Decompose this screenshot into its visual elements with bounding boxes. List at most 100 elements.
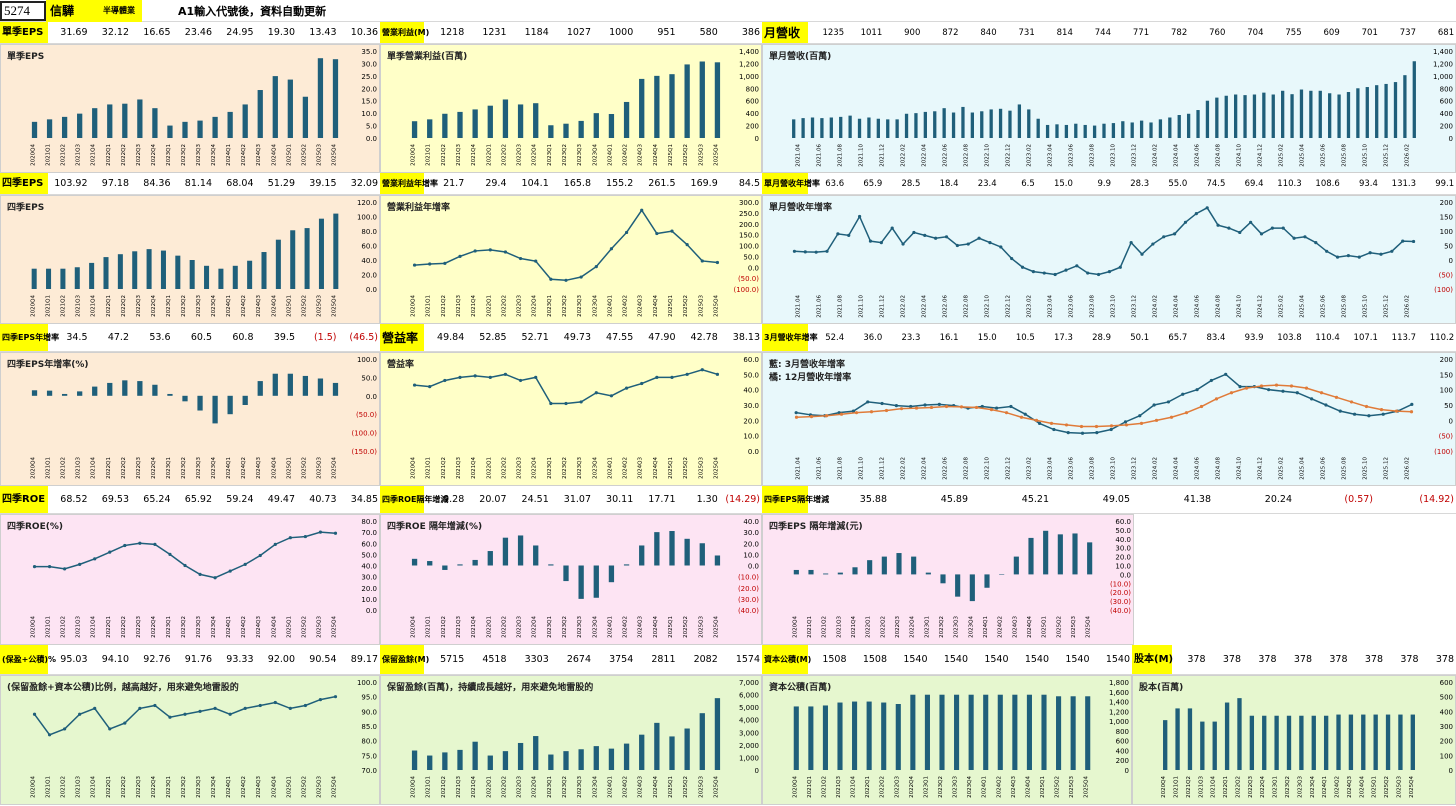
bar: [926, 573, 931, 575]
x-tick-label: 2023Q2: [181, 776, 187, 798]
point: [1367, 414, 1370, 417]
point: [474, 249, 477, 252]
bar: [276, 240, 281, 289]
row3-value-a-3: 60.5: [173, 332, 215, 343]
y-tick-label: 600: [1440, 679, 1453, 687]
bar: [1361, 715, 1365, 770]
bar: [503, 538, 508, 566]
point: [825, 250, 828, 253]
row5-value-a-6: 90.54: [297, 654, 339, 665]
bar: [1274, 716, 1278, 770]
row4-value-a-1: 69.53: [90, 494, 132, 505]
x-tick-label: 2024Q3: [638, 776, 644, 798]
point: [534, 376, 537, 379]
x-tick-label: 2023Q4: [968, 616, 974, 638]
y-tick-label: 100.0: [739, 243, 759, 251]
row5-value-d-2: 378: [1243, 654, 1279, 665]
bar: [1112, 123, 1115, 138]
x-tick-label: 2024Q3: [638, 457, 644, 479]
row4-label-a: 四季ROE: [0, 486, 48, 513]
x-tick-label: 2022Q3: [1248, 776, 1254, 798]
bar: [867, 702, 872, 770]
bar: [1087, 542, 1092, 574]
point: [610, 394, 613, 397]
x-tick-label: 2024Q2: [996, 776, 1002, 798]
y-tick-label: 10.0: [361, 110, 377, 118]
bar: [823, 705, 828, 770]
bar: [999, 574, 1004, 575]
point: [1336, 256, 1339, 259]
row3-value-b-1: 52.85: [466, 332, 508, 343]
x-tick-label: 2021Q3: [76, 776, 82, 798]
point: [1227, 227, 1230, 230]
bar: [811, 117, 814, 138]
point: [1238, 385, 1241, 388]
row3-value-a-4: 60.8: [214, 332, 256, 343]
point: [1075, 264, 1078, 267]
y-tick-label: 1,000: [739, 754, 759, 762]
x-tick-label: 2023Q4: [211, 295, 217, 317]
x-tick-label: 2021Q1: [46, 295, 52, 317]
row2-value-c-7: 9.9: [1075, 179, 1113, 189]
row3-value-a-7: (46.5): [339, 332, 381, 343]
x-tick-label: 2022.08: [964, 144, 970, 167]
x-tick-label: 2023Q3: [196, 776, 202, 798]
x-tick-label: 2022Q3: [517, 776, 523, 798]
x-tick-label: 2023.02: [1027, 295, 1033, 318]
bar: [1046, 125, 1049, 138]
x-tick-label: 2022Q3: [895, 616, 901, 638]
row3-value-c-4: 15.0: [961, 333, 999, 343]
point: [1155, 419, 1158, 422]
x-tick-label: 2024.04: [1174, 457, 1180, 480]
bar: [939, 695, 944, 770]
bar: [247, 261, 252, 289]
point: [443, 262, 446, 265]
y-tick-label: 1,000: [1433, 73, 1453, 81]
x-tick-label: 2025Q3: [316, 776, 322, 798]
bar: [1403, 75, 1406, 138]
x-tick-label: 2025Q2: [301, 295, 307, 317]
y-tick-label: 80.0: [361, 738, 377, 746]
point: [640, 209, 643, 212]
row2-value-c-15: 131.3: [1380, 179, 1418, 189]
bar: [700, 62, 705, 138]
bar: [92, 108, 97, 138]
x-tick-label: 2020Q4: [31, 295, 37, 317]
x-tick-label: 2024Q1: [607, 457, 613, 479]
x-tick-label: 2023Q3: [577, 457, 583, 479]
x-tick-label: 2025Q1: [286, 776, 292, 798]
point: [458, 376, 461, 379]
stock-code-cell[interactable]: 5274: [0, 1, 46, 21]
row1-label-b: 營業利益(M): [380, 22, 424, 43]
bar: [970, 574, 975, 601]
bar: [75, 267, 80, 289]
bar: [578, 121, 583, 138]
bar: [261, 252, 266, 289]
row2-label-a: 四季EPS: [0, 173, 48, 194]
bar: [60, 269, 65, 289]
x-tick-label: 2022.10: [985, 295, 991, 318]
x-tick-label: 2023Q3: [196, 616, 202, 638]
y-tick-label: 0.0: [748, 264, 759, 272]
point: [895, 404, 898, 407]
x-tick-label: 2021.08: [838, 295, 844, 318]
point: [413, 263, 416, 266]
point: [168, 716, 171, 719]
bar: [881, 703, 886, 770]
y-tick-label: 10.0: [1115, 563, 1131, 571]
point: [48, 733, 51, 736]
bar: [654, 532, 659, 565]
x-tick-label: 2023Q1: [547, 776, 553, 798]
row2-value-c-1: 65.9: [846, 179, 884, 189]
bar: [624, 564, 629, 565]
row2-value-b-6: 169.9: [678, 178, 720, 189]
bar: [457, 564, 462, 565]
point: [1140, 422, 1143, 425]
point: [93, 707, 96, 710]
point: [1267, 388, 1270, 391]
row5-value-a-4: 93.33: [214, 654, 256, 665]
x-tick-label: 2022Q1: [486, 144, 492, 166]
row2-value-a-2: 84.36: [131, 178, 173, 189]
